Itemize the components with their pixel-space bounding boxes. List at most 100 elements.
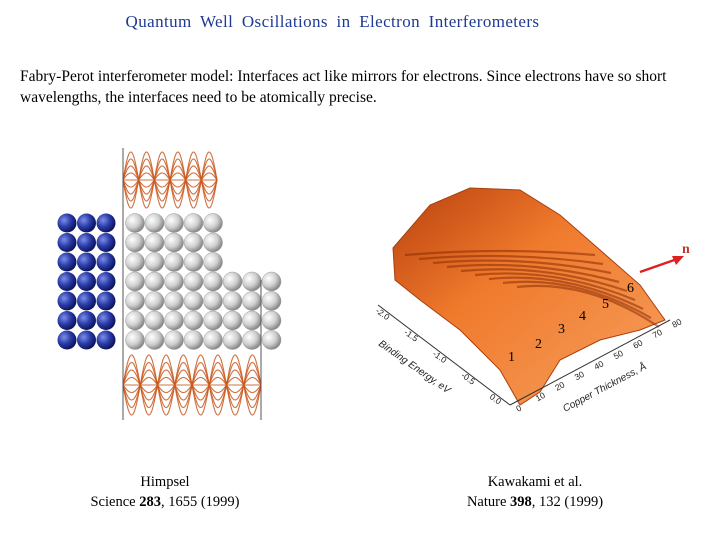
film-atom (125, 271, 145, 292)
film-atom (261, 310, 282, 331)
film-atom (164, 213, 184, 233)
right-figure-caption: Kawakami et al. Nature 398, 132 (1999) (430, 472, 640, 512)
standing-waves (122, 151, 262, 416)
left-caption-journal: Science (90, 494, 140, 510)
intro-paragraph: Fabry-Perot interferometer model: Interf… (20, 68, 667, 106)
substrate-atom (96, 291, 116, 311)
film-atom (164, 330, 184, 350)
film-atom (164, 271, 184, 292)
substrate-atom (57, 233, 77, 252)
substrate-atom (96, 233, 116, 252)
film-atom (144, 310, 165, 331)
film-atom (222, 271, 243, 292)
left-caption-volume: 283 (139, 494, 161, 510)
right-caption-pages: , 132 (1999) (531, 494, 604, 510)
substrate-atom (57, 330, 77, 350)
surface-ridge (418, 254, 604, 266)
x-tick-label: 40 (592, 358, 605, 371)
substrate-atom (77, 311, 96, 330)
mode-label-2: 2 (535, 337, 542, 352)
film-atom (144, 252, 165, 272)
left-caption-ref: Science 283, 1655 (1999) (60, 492, 270, 512)
substrate-atom (57, 311, 77, 330)
wave-line (122, 354, 262, 416)
substrate-atom (96, 213, 116, 233)
y-tick-label: -1.5 (402, 327, 420, 344)
n-arrow (639, 256, 681, 274)
film-atom (261, 330, 282, 350)
film-atom (222, 330, 243, 350)
substrate-atom (77, 330, 96, 350)
surface-ridge (460, 268, 628, 293)
x-tick-label: 10 (534, 390, 547, 403)
film-atom (203, 291, 223, 311)
right-caption-ref: Nature 398, 132 (1999) (430, 492, 640, 512)
left-figure-caption: Himpsel Science 283, 1655 (1999) (60, 472, 270, 512)
film-atom (183, 232, 204, 253)
right-caption-volume: 398 (510, 494, 532, 510)
mode-label-1: 1 (508, 350, 515, 365)
film-atom (125, 213, 145, 233)
substrate-atom (96, 252, 116, 272)
substrate-atom (96, 272, 116, 291)
x-tick-label: 80 (670, 316, 683, 329)
substrate-atom (57, 272, 77, 291)
mode-label-5: 5 (602, 297, 609, 312)
substrate-atom (77, 213, 96, 233)
substrate-atom (77, 233, 96, 252)
substrate-atom (57, 213, 77, 233)
plot-axes (377, 304, 671, 406)
y-axis-label: Binding Energy, eV (376, 338, 453, 396)
film-atom (261, 271, 282, 292)
x-tick-label: 60 (631, 337, 644, 350)
film-atom (261, 291, 282, 311)
x-tick-label: 30 (573, 369, 586, 382)
substrate-atom (96, 330, 116, 350)
substrate-atom (77, 272, 96, 291)
film-atom (144, 213, 165, 233)
film-atom (183, 252, 204, 272)
y-tick-label: -2.0 (374, 305, 392, 322)
film-atom (203, 252, 223, 272)
surface-ridge (502, 280, 652, 319)
film-atom (183, 271, 204, 292)
surface-ridge (516, 284, 660, 328)
y-tick-label: -0.5 (459, 370, 477, 387)
surface-ridge (474, 272, 636, 302)
film-atom (222, 291, 243, 311)
right-caption-journal: Nature (466, 494, 511, 510)
mode-label-6: 6 (627, 281, 634, 296)
film-atom (125, 232, 145, 253)
right-caption-author: Kawakami et al. (487, 474, 583, 490)
x-tick-label: 70 (651, 327, 664, 340)
film-atom (125, 252, 145, 272)
film-atom (203, 330, 223, 350)
left-caption-pages: , 1655 (1999) (160, 494, 240, 510)
mode-label-3: 3 (558, 322, 565, 337)
film-atom (203, 310, 223, 331)
y-tick-label: 0.0 (488, 391, 504, 406)
film-atom (164, 232, 184, 253)
left-caption-author: Himpsel (140, 474, 190, 490)
film-atom (164, 291, 184, 311)
slide-title: Quantum Well Oscillations in Electron In… (125, 12, 540, 31)
y-tick-label: -1.0 (431, 348, 449, 365)
surface-ridge (446, 263, 620, 284)
substrate-atom (77, 291, 96, 311)
x-tick-label: 50 (612, 348, 625, 361)
film-atom (144, 291, 165, 311)
quantum-well-ridges (404, 249, 660, 328)
surface-ridge (404, 249, 596, 257)
film-atom (203, 271, 223, 292)
substrate-atom (77, 252, 96, 272)
atom-lattice (57, 213, 282, 350)
wave-line (122, 151, 218, 209)
surface-ridge (488, 276, 644, 310)
substrate-atom (57, 291, 77, 311)
film-atom (183, 330, 204, 350)
film-atom (125, 330, 145, 350)
x-tick-label: 20 (553, 379, 566, 392)
x-tick-label: 0 (514, 403, 523, 414)
